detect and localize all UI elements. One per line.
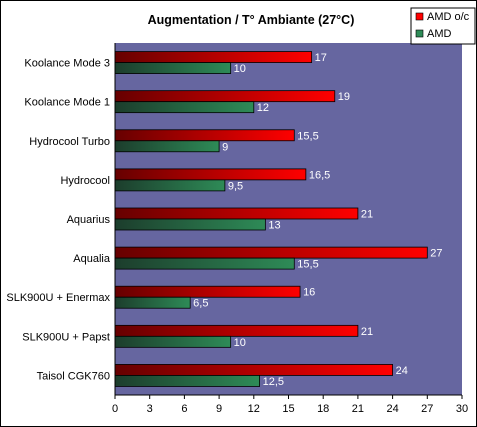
category-label-5: Aqualia	[73, 253, 111, 265]
bar-amd-oc-5	[114, 246, 428, 259]
data-label-amd-0: 10	[234, 63, 246, 75]
data-label-amd-oc-1: 19	[338, 91, 350, 103]
bar-amd-2	[114, 140, 220, 153]
x-tick-label-8: 24	[386, 403, 398, 415]
x-tick-label-10: 30	[456, 403, 468, 415]
category-label-8: Taisol CGK760	[37, 370, 110, 382]
x-tick-label-2: 6	[181, 403, 187, 415]
legend-swatch-amd	[415, 29, 424, 38]
data-label-amd-oc-3: 16,5	[309, 169, 330, 181]
category-label-0: Koolance Mode 3	[24, 58, 110, 70]
bar-amd-oc-3	[114, 168, 307, 181]
data-label-amd-2: 9	[222, 141, 228, 153]
category-labels: Koolance Mode 3 Koolance Mode 1 Hydrocool …	[6, 58, 111, 383]
legend-label-amd-oc: AMD o/c	[427, 11, 470, 23]
bar-amd-8	[114, 375, 260, 387]
data-label-amd-oc-5: 27	[430, 248, 442, 260]
bar-amd-7	[114, 335, 232, 348]
x-tick-label-6: 18	[317, 403, 329, 415]
legend-swatch-amd-oc	[415, 12, 424, 21]
x-tick-label-3: 9	[216, 403, 222, 415]
bar-amd-1	[114, 101, 255, 114]
data-label-amd-oc-4: 21	[361, 209, 373, 221]
data-label-amd-oc-7: 21	[361, 326, 373, 338]
bar-amd-oc-8	[114, 364, 394, 376]
category-label-2: Hydrocool Turbo	[29, 136, 110, 148]
category-label-6: SLK900U + Enermax	[6, 292, 110, 304]
data-label-amd-1: 12	[257, 102, 269, 114]
bar-amd-oc-6	[114, 285, 301, 298]
bar-amd-oc-0	[114, 51, 313, 63]
bar-amd-oc-4	[114, 207, 359, 220]
data-label-amd-7: 10	[234, 337, 246, 349]
x-tick-label-5: 15	[282, 403, 294, 415]
x-tick-label-7: 21	[352, 403, 364, 415]
x-tick-label-9: 27	[421, 403, 433, 415]
data-label-amd-oc-8: 24	[396, 365, 408, 377]
data-label-amd-oc-2: 15,5	[297, 130, 318, 142]
bar-amd-4	[114, 218, 266, 231]
legend: AMD o/c AMD	[410, 7, 476, 45]
data-label-amd-4: 13	[268, 220, 280, 232]
bar-amd-6	[114, 296, 191, 309]
chart-title: Augmentation / T° Ambiante (27°C)	[148, 13, 355, 27]
category-label-4: Aquarius	[67, 214, 111, 226]
x-tick-label-4: 12	[248, 403, 260, 415]
bar-amd-0	[114, 62, 232, 74]
data-label-amd-3: 9,5	[228, 180, 243, 192]
x-tick-label-1: 3	[147, 403, 153, 415]
data-label-amd-oc-6: 16	[303, 287, 315, 299]
bar-amd-oc-1	[114, 90, 336, 103]
bar-amd-oc-2	[114, 129, 295, 142]
bar-amd-5	[114, 257, 295, 270]
legend-label-amd: AMD	[427, 28, 452, 40]
bar-amd-oc-7	[114, 324, 359, 337]
data-label-amd-6: 6,5	[193, 298, 208, 310]
bars-group: 17 10 19 12 15,5 9 16,5 9,5 21 13 27 15,5 16 6,5 21 10 2…	[114, 51, 443, 388]
data-label-amd-oc-0: 17	[315, 52, 327, 64]
data-label-amd-8: 12,5	[263, 376, 284, 388]
bar-amd-3	[114, 179, 226, 192]
data-label-amd-5: 15,5	[297, 259, 318, 271]
x-axis: 0 3 6 9 12 15 18 21 24 27 30	[112, 43, 468, 415]
category-label-7: SLK900U + Papst	[22, 331, 110, 343]
category-label-3: Hydrocool	[60, 175, 110, 187]
x-tick-label-0: 0	[112, 403, 118, 415]
category-label-1: Koolance Mode 1	[24, 97, 110, 109]
